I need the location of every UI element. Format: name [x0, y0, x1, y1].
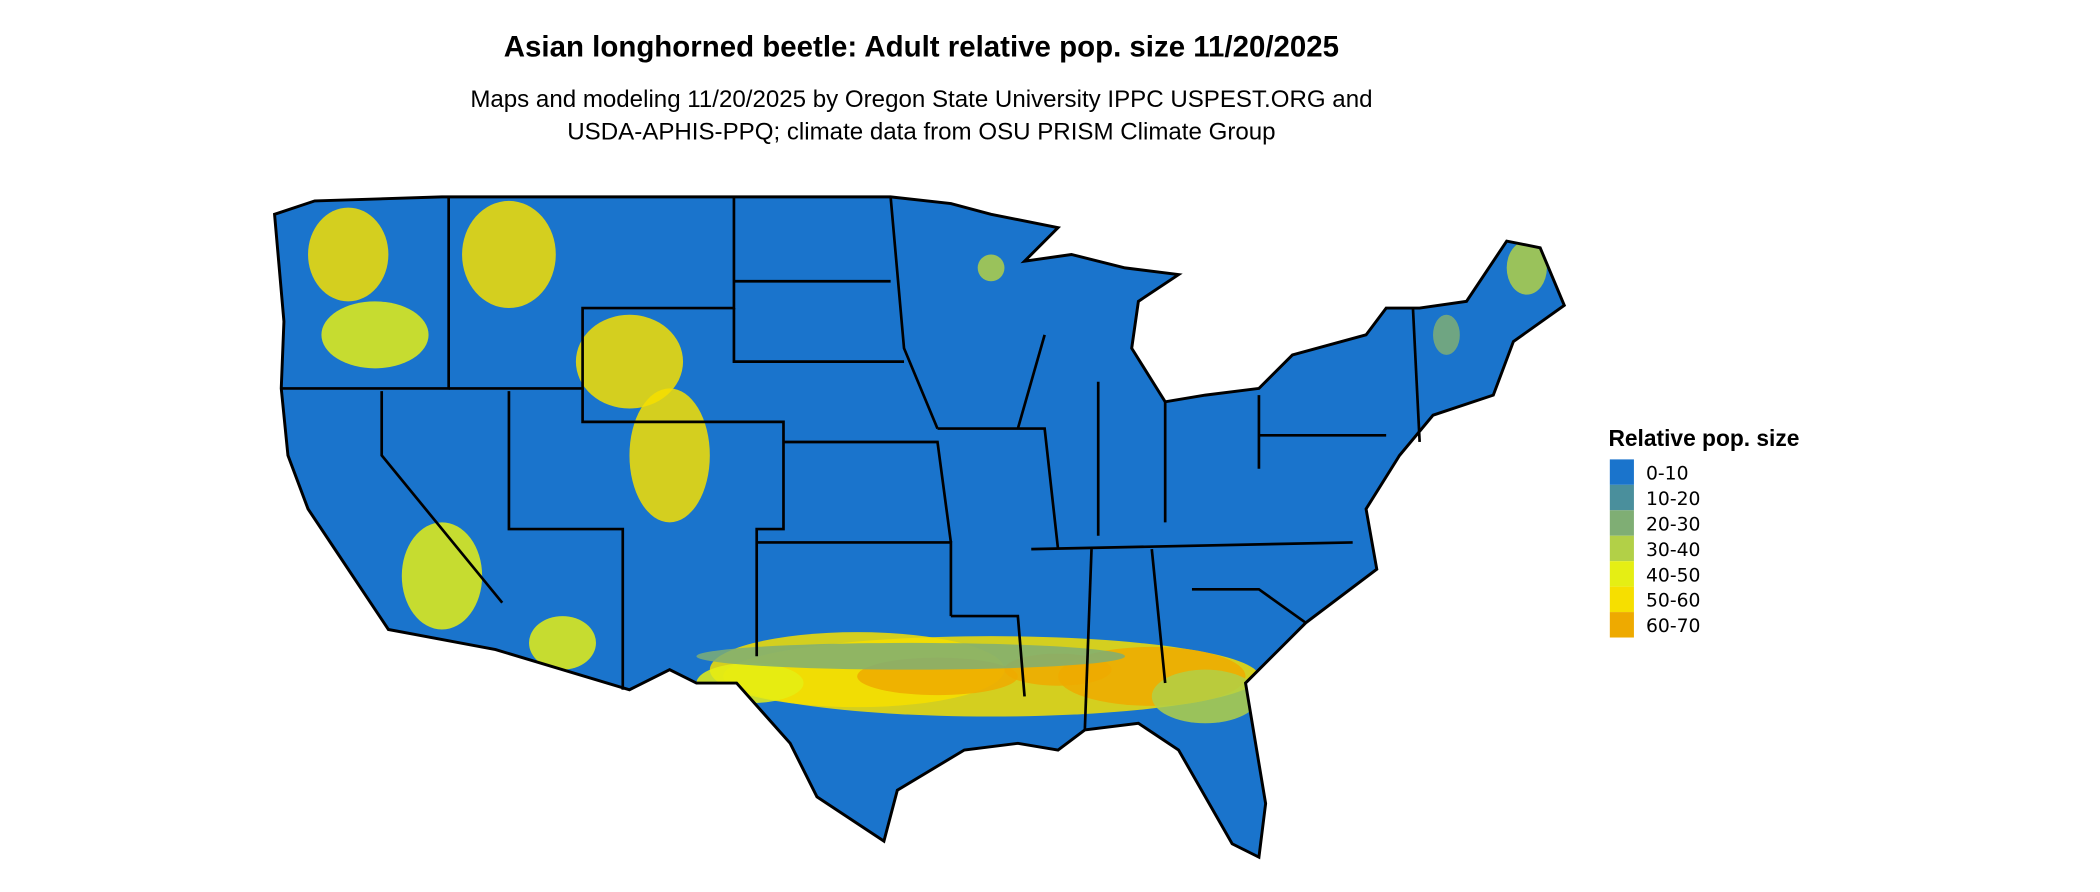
population-patch: [1506, 241, 1547, 295]
state-border: [783, 440, 953, 543]
legend-title: Relative pop. size: [1608, 425, 1799, 451]
population-patch: [629, 388, 710, 523]
legend-label: 60-70: [1646, 616, 1700, 637]
legend-swatch: [1609, 510, 1634, 536]
legend-swatch: [1609, 561, 1634, 587]
state-border: [950, 614, 1026, 697]
population-patch: [1433, 314, 1460, 355]
population-patch: [977, 254, 1005, 282]
population-overlay: [308, 200, 1547, 724]
state-border: [1150, 548, 1167, 684]
state-border: [1016, 334, 1046, 429]
legend-label: 30-40: [1646, 540, 1700, 561]
us-land-base: [274, 196, 1565, 858]
state-border: [507, 391, 625, 690]
legend-label: 40-50: [1646, 565, 1700, 586]
legend-swatch: [1609, 459, 1634, 485]
population-patch: [308, 207, 389, 302]
legend-swatch: [1609, 535, 1634, 562]
legend: Relative pop. size 0-10 10-20 20-30 30-40 40…: [1608, 425, 1799, 638]
state-border: [1083, 549, 1093, 730]
map-title: Asian longhorned beetle: Adult relative …: [504, 30, 1339, 63]
population-patch: [1151, 669, 1259, 724]
legend-label: 0-10: [1646, 463, 1689, 484]
state-border: [732, 308, 905, 363]
legend-label: 10-20: [1646, 489, 1700, 510]
map-subtitle-line1: Maps and modeling 11/20/2025 by Oregon S…: [470, 86, 1372, 113]
legend-label: 50-60: [1646, 591, 1700, 612]
population-patch: [575, 314, 684, 409]
state-border: [1191, 587, 1307, 624]
state-border: [756, 541, 953, 617]
state-border: [380, 391, 504, 604]
legend-swatch: [1609, 484, 1634, 511]
population-patch: [401, 522, 483, 630]
us-outline: [272, 195, 1567, 860]
state-border: [581, 388, 785, 657]
state-border: [937, 427, 1060, 550]
population-patch: [529, 616, 596, 670]
population-patch: [696, 642, 1125, 670]
legend-swatch: [1609, 612, 1634, 638]
state-border: [448, 196, 736, 390]
map-subtitle-line2: USDA-APHIS-PPQ; climate data from OSU PR…: [567, 118, 1275, 145]
legend-label: 20-30: [1646, 514, 1700, 535]
state-border: [889, 196, 939, 430]
population-patch: [462, 200, 556, 309]
state-border: [1031, 541, 1353, 551]
population-patch: [321, 301, 429, 369]
legend-swatch: [1609, 586, 1634, 613]
us-map: [272, 195, 1567, 860]
state-border: [1411, 307, 1421, 443]
state-borders: [281, 196, 1421, 730]
